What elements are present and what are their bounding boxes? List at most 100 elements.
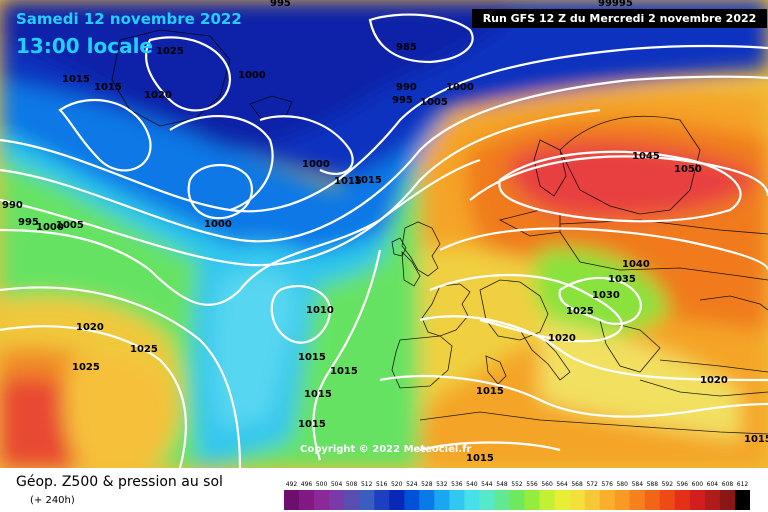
legend-swatch xyxy=(554,490,571,510)
legend-swatch xyxy=(344,490,360,510)
legend-label: 584 xyxy=(632,481,644,488)
pressure-label: 1015 xyxy=(298,352,326,363)
pressure-label: 995 xyxy=(18,217,39,228)
legend-swatch xyxy=(584,490,601,510)
legend-label: 608 xyxy=(722,481,734,488)
pressure-label: 1020 xyxy=(548,333,576,344)
legend-label: 512 xyxy=(361,481,373,488)
legend-label: 576 xyxy=(601,481,613,488)
legend-label: 540 xyxy=(466,481,478,488)
legend-swatch xyxy=(479,490,495,510)
legend-swatch xyxy=(539,490,555,510)
legend-swatch xyxy=(299,490,315,510)
pressure-label: 1020 xyxy=(144,90,172,101)
isobars xyxy=(0,13,768,468)
pressure-label: 1015 xyxy=(304,389,332,400)
pressure-label: 1000 xyxy=(238,70,266,81)
legend-label: 612 xyxy=(737,481,749,488)
legend-label: 548 xyxy=(496,481,508,488)
pressure-label: 1015 xyxy=(94,82,122,93)
legend-label: 492 xyxy=(286,481,298,488)
pressure-label: 990 xyxy=(396,82,417,93)
legend-swatch xyxy=(434,490,450,510)
legend-swatch xyxy=(569,490,586,510)
legend-swatch xyxy=(404,490,420,510)
pressure-label: 985 xyxy=(396,42,417,53)
legend-label: 524 xyxy=(406,481,418,488)
pressure-label: 1020 xyxy=(700,375,728,386)
pressure-label: 995 xyxy=(392,95,413,106)
legend-label: 516 xyxy=(376,481,388,488)
geopotential-field: 995 99995 1025 985 1015 1015 1020 1000 9… xyxy=(0,0,768,468)
legend-swatch xyxy=(599,490,616,510)
pressure-label: 1025 xyxy=(72,362,100,373)
pressure-label: 1015 xyxy=(744,434,768,445)
legend-label: 528 xyxy=(421,481,433,488)
pressure-label: 1010 xyxy=(306,305,334,316)
legend-label: 580 xyxy=(616,481,628,488)
legend-label: 536 xyxy=(451,481,463,488)
legend-swatch xyxy=(374,490,390,510)
pressure-label-layer: 995 99995 1025 985 1015 1015 1020 1000 9… xyxy=(2,0,768,464)
pressure-label: 1025 xyxy=(130,344,158,355)
legend-label: 596 xyxy=(677,481,689,488)
pressure-label: 1050 xyxy=(674,164,702,175)
chart-title: Géop. Z500 & pression au sol xyxy=(16,474,223,490)
legend-label: 496 xyxy=(301,481,313,488)
legend-label: 508 xyxy=(346,481,358,488)
pressure-label: 1030 xyxy=(592,290,620,301)
legend-swatch xyxy=(704,490,721,510)
legend-swatch xyxy=(509,490,525,510)
pressure-label: 1005 xyxy=(420,97,448,108)
legend-swatch xyxy=(314,490,330,510)
legend-swatch xyxy=(644,490,661,510)
forecast-map: 995 99995 1025 985 1015 1015 1020 1000 9… xyxy=(0,0,768,468)
pressure-label: 1040 xyxy=(622,259,650,270)
legend-label: 556 xyxy=(526,481,538,488)
legend-label: 552 xyxy=(511,481,523,488)
legend-swatch xyxy=(674,490,691,510)
legend-swatch xyxy=(464,490,480,510)
legend-label: 572 xyxy=(586,481,598,488)
legend-swatch xyxy=(719,490,736,510)
legend-swatch xyxy=(449,490,465,510)
pressure-label: 1045 xyxy=(632,151,660,162)
pressure-label: 99995 xyxy=(598,0,633,9)
legend-swatch xyxy=(284,490,300,510)
copyright: Copyright © 2022 Meteociel.fr xyxy=(300,444,472,455)
pressure-label: 1015 xyxy=(476,386,504,397)
pressure-label: 1015 xyxy=(466,453,494,464)
legend-swatch xyxy=(689,490,706,510)
pressure-label: 1000 xyxy=(204,219,232,230)
legend-label: 592 xyxy=(662,481,674,488)
legend-swatch xyxy=(494,490,510,510)
pressure-label: 1015 xyxy=(334,176,362,187)
legend-label: 560 xyxy=(541,481,553,488)
legend-label: 568 xyxy=(571,481,583,488)
pressure-label: 1000 xyxy=(36,222,64,233)
valid-time: 13:00 locale xyxy=(16,34,153,58)
pressure-label: 1035 xyxy=(608,274,636,285)
pressure-label: 1000 xyxy=(302,159,330,170)
forecast-lead-time: (+ 240h) xyxy=(30,495,75,506)
legend-label: 600 xyxy=(692,481,704,488)
legend-label: 588 xyxy=(647,481,659,488)
coastlines xyxy=(111,29,768,435)
legend-swatch xyxy=(629,490,646,510)
pressure-label: 1015 xyxy=(330,366,358,377)
legend-label: 500 xyxy=(316,481,328,488)
pressure-label: 1000 xyxy=(446,82,474,93)
pressure-label: 1025 xyxy=(156,46,184,57)
pressure-label: 995 xyxy=(270,0,291,9)
legend-swatch xyxy=(614,490,631,510)
pressure-label: 1025 xyxy=(566,306,594,317)
legend-swatch xyxy=(359,490,375,510)
legend-label: 520 xyxy=(391,481,403,488)
legend-label: 532 xyxy=(436,481,448,488)
run-info: Run GFS 12 Z du Mercredi 2 novembre 2022 xyxy=(472,9,767,28)
pressure-label: 990 xyxy=(2,200,23,211)
legend-swatch xyxy=(389,490,405,510)
legend-label: 544 xyxy=(481,481,493,488)
legend-label: 604 xyxy=(707,481,719,488)
